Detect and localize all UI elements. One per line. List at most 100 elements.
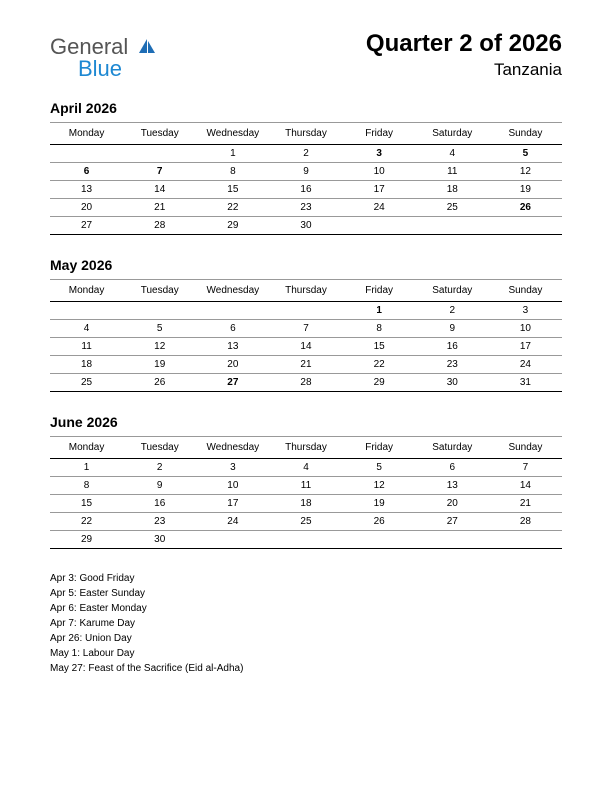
calendar-cell — [343, 531, 416, 549]
calendar-row: 25262728293031 — [50, 374, 562, 392]
calendar-cell: 12 — [343, 477, 416, 495]
calendar-cell: 18 — [416, 181, 489, 199]
calendar-cell: 11 — [50, 338, 123, 356]
calendar-cell: 2 — [416, 302, 489, 320]
holiday-entry: May 1: Labour Day — [50, 646, 562, 661]
calendar-cell: 13 — [196, 338, 269, 356]
holidays-list: Apr 3: Good FridayApr 5: Easter Sunday Ap… — [50, 571, 562, 676]
calendar-cell: 25 — [50, 374, 123, 392]
day-header: Sunday — [489, 437, 562, 459]
calendar-cell: 27 — [416, 513, 489, 531]
day-header: Tuesday — [123, 123, 196, 145]
calendar-cell: 1 — [343, 302, 416, 320]
month-title: May 2026 — [50, 257, 562, 273]
calendar-cell: 9 — [123, 477, 196, 495]
calendar-cell: 14 — [489, 477, 562, 495]
calendar-cell: 25 — [269, 513, 342, 531]
calendar-cell: 16 — [123, 495, 196, 513]
calendar-row: 1234567 — [50, 459, 562, 477]
day-header: Wednesday — [196, 123, 269, 145]
calendar-cell: 28 — [489, 513, 562, 531]
calendar-cell: 6 — [50, 163, 123, 181]
calendar-cell: 25 — [416, 199, 489, 217]
calendar-cell: 24 — [489, 356, 562, 374]
calendar-cell: 4 — [416, 145, 489, 163]
calendar-cell: 19 — [489, 181, 562, 199]
calendar-cell: 27 — [50, 217, 123, 235]
calendar-cell: 7 — [123, 163, 196, 181]
month-block: May 2026 MondayTuesdayWednesdayThursdayFr… — [50, 257, 562, 392]
calendar-cell: 29 — [50, 531, 123, 549]
logo-sail-icon — [138, 34, 156, 60]
calendar-cell: 1 — [50, 459, 123, 477]
calendar-cell — [196, 531, 269, 549]
calendar-cell: 26 — [123, 374, 196, 392]
calendar-cell: 10 — [489, 320, 562, 338]
calendar-cell: 2 — [269, 145, 342, 163]
day-header: Wednesday — [196, 280, 269, 302]
calendar-cell: 22 — [196, 199, 269, 217]
calendar-cell: 16 — [269, 181, 342, 199]
holiday-entry: Apr 3: Good Friday — [50, 571, 562, 586]
calendar-cell: 10 — [196, 477, 269, 495]
calendar-cell: 30 — [416, 374, 489, 392]
calendar-cell — [416, 531, 489, 549]
calendar-row: 45678910 — [50, 320, 562, 338]
calendar-cell: 4 — [269, 459, 342, 477]
calendar-cell: 4 — [50, 320, 123, 338]
calendar-cell: 23 — [416, 356, 489, 374]
calendar-cell: 22 — [343, 356, 416, 374]
calendar-row: 6789101112 — [50, 163, 562, 181]
day-header: Thursday — [269, 280, 342, 302]
calendar-cell: 19 — [123, 356, 196, 374]
day-header: Friday — [343, 437, 416, 459]
holiday-entry: Apr 7: Karume Day — [50, 616, 562, 631]
calendar-row: 15161718192021 — [50, 495, 562, 513]
calendar-cell: 8 — [196, 163, 269, 181]
month-title: April 2026 — [50, 100, 562, 116]
calendar-cell — [269, 531, 342, 549]
calendar-table: MondayTuesdayWednesdayThursdayFridaySatu… — [50, 279, 562, 392]
calendar-cell: 23 — [269, 199, 342, 217]
calendar-cell: 18 — [50, 356, 123, 374]
calendar-cell — [50, 145, 123, 163]
calendar-cell: 17 — [196, 495, 269, 513]
calendar-cell: 27 — [196, 374, 269, 392]
calendar-cell — [50, 302, 123, 320]
calendar-cell: 8 — [50, 477, 123, 495]
calendar-cell: 20 — [50, 199, 123, 217]
calendar-cell: 20 — [196, 356, 269, 374]
months-container: April 2026MondayTuesdayWednesdayThursday… — [50, 100, 562, 549]
calendar-cell: 13 — [416, 477, 489, 495]
day-header: Sunday — [489, 280, 562, 302]
calendar-row: 13141516171819 — [50, 181, 562, 199]
day-header: Saturday — [416, 437, 489, 459]
day-header: Monday — [50, 280, 123, 302]
calendar-table: MondayTuesdayWednesdayThursdayFridaySatu… — [50, 122, 562, 235]
calendar-cell: 5 — [123, 320, 196, 338]
calendar-cell: 18 — [269, 495, 342, 513]
calendar-cell: 31 — [489, 374, 562, 392]
day-header: Saturday — [416, 123, 489, 145]
calendar-row: 27282930 — [50, 217, 562, 235]
calendar-cell: 15 — [343, 338, 416, 356]
calendar-cell: 30 — [269, 217, 342, 235]
day-header: Friday — [343, 123, 416, 145]
calendar-cell: 21 — [269, 356, 342, 374]
calendar-cell: 28 — [123, 217, 196, 235]
day-header: Tuesday — [123, 280, 196, 302]
calendar-cell: 5 — [489, 145, 562, 163]
calendar-cell — [123, 145, 196, 163]
calendar-row: 891011121314 — [50, 477, 562, 495]
calendar-cell: 26 — [343, 513, 416, 531]
calendar-cell — [489, 531, 562, 549]
calendar-cell: 14 — [269, 338, 342, 356]
calendar-cell: 29 — [343, 374, 416, 392]
logo: General Blue — [50, 30, 156, 82]
calendar-cell: 28 — [269, 374, 342, 392]
holiday-entry: Apr 5: Easter Sunday — [50, 586, 562, 601]
day-header: Saturday — [416, 280, 489, 302]
calendar-cell: 12 — [489, 163, 562, 181]
calendar-cell: 24 — [196, 513, 269, 531]
calendar-cell: 21 — [123, 199, 196, 217]
